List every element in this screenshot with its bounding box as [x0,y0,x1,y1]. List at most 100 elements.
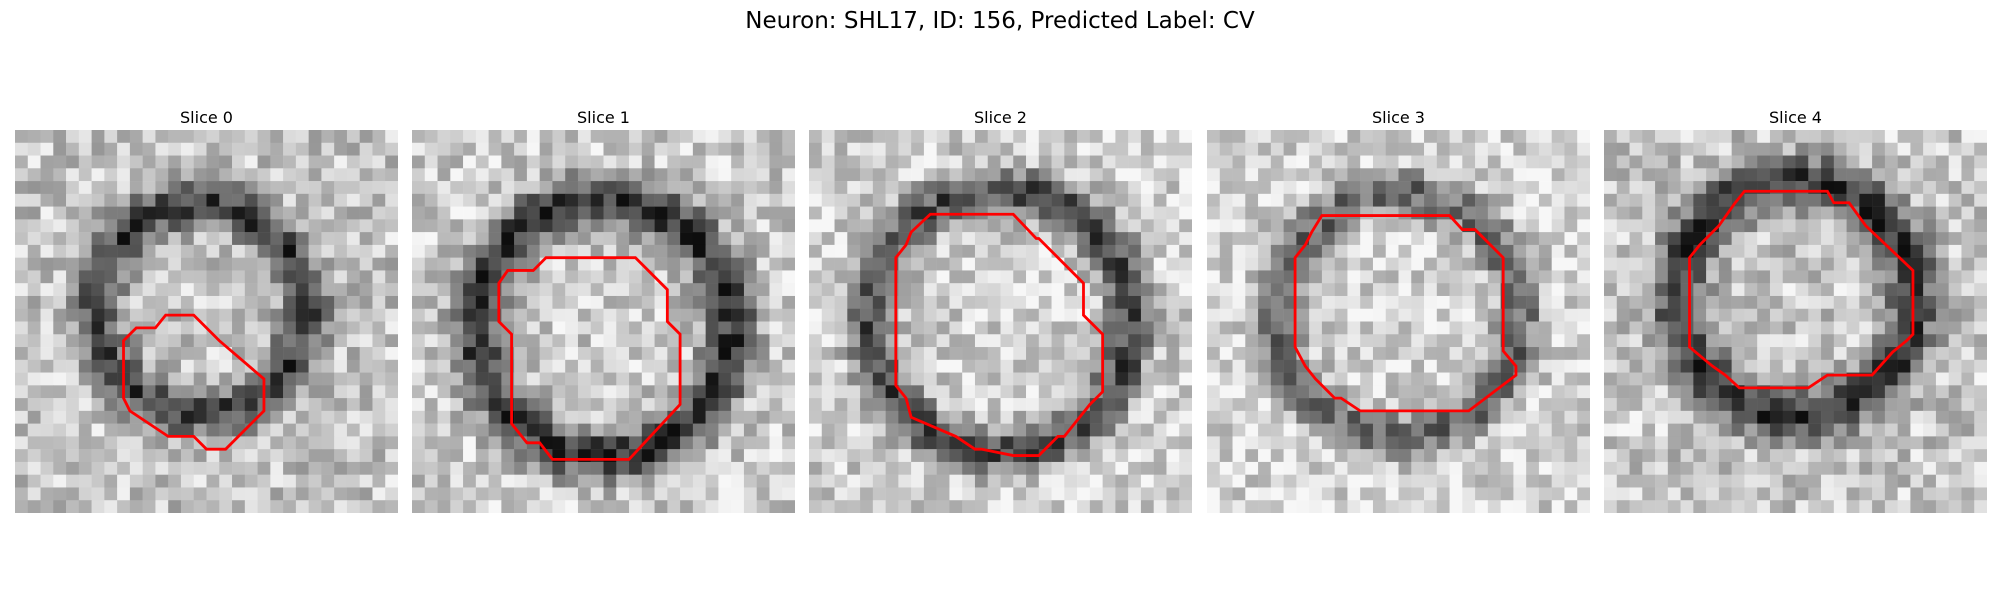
image-pixel [475,474,489,488]
image-pixel [1859,295,1873,309]
image-pixel [821,398,835,412]
image-pixel [1718,295,1732,309]
image-pixel [756,500,770,513]
image-pixel [1038,283,1052,297]
image-pixel [450,206,464,220]
image-pixel [1782,487,1796,501]
image-pixel [1872,449,1886,463]
image-pixel [1551,334,1565,348]
image-pixel [15,206,29,220]
image-pixel [1051,461,1065,475]
image-pixel [641,474,655,488]
image-pixel [15,244,29,258]
image-pixel [232,295,246,309]
image-pixel [129,257,143,271]
image-pixel [488,181,502,195]
image-pixel [1475,308,1489,322]
image-pixel [450,181,464,195]
image-pixel [219,359,233,373]
image-pixel [1411,461,1425,475]
image-pixel [974,500,988,513]
image-pixel [923,436,937,450]
image-pixel [1411,270,1425,284]
image-pixel [412,436,426,450]
image-pixel [104,181,118,195]
image-pixel [1232,232,1246,246]
image-pixel [1475,206,1489,220]
image-pixel [437,257,451,271]
image-pixel [1731,270,1745,284]
image-pixel [577,321,591,335]
image-pixel [1974,334,1987,348]
image-pixel [53,334,67,348]
image-pixel [911,155,925,169]
image-pixel [424,461,438,475]
image-pixel [616,142,630,156]
image-pixel [1782,206,1796,220]
image-pixel [718,474,732,488]
image-pixel [1718,398,1732,412]
image-pixel [91,193,105,207]
image-pixel [974,461,988,475]
image-pixel [450,449,464,463]
image-pixel [180,372,194,386]
image-pixel [1872,219,1886,233]
image-pixel [654,142,668,156]
image-pixel [27,436,41,450]
image-pixel [629,334,643,348]
image-pixel [1436,436,1450,450]
image-pixel [743,219,757,233]
image-pixel [1757,130,1771,144]
image-pixel [1051,487,1065,501]
image-pixel [283,334,297,348]
image-pixel [66,372,80,386]
image-pixel [1629,449,1643,463]
image-pixel [1795,398,1809,412]
image-pixel [1808,359,1822,373]
image-pixel [412,449,426,463]
image-pixel [1283,232,1297,246]
image-pixel [78,181,92,195]
image-pixel [40,244,54,258]
image-pixel [321,193,335,207]
image-pixel [244,155,258,169]
image-pixel [1385,372,1399,386]
image-pixel [1655,334,1669,348]
image-pixel [1551,410,1565,424]
image-pixel [949,321,963,335]
image-pixel [1948,295,1962,309]
image-pixel [1974,308,1987,322]
image-pixel [1680,449,1694,463]
image-pixel [1219,219,1233,233]
image-pixel [1179,347,1192,361]
image-pixel [1270,436,1284,450]
image-pixel [1166,474,1180,488]
image-pixel [1961,436,1975,450]
image-pixel [1808,193,1822,207]
image-pixel [1128,500,1142,513]
image-pixel [1564,193,1578,207]
image-pixel [911,436,925,450]
image-pixel [590,347,604,361]
image-pixel [270,244,284,258]
image-pixel [104,193,118,207]
image-pixel [872,500,886,513]
image-pixel [1064,334,1078,348]
image-pixel [1436,270,1450,284]
image-pixel [1166,500,1180,513]
image-pixel [1462,385,1476,399]
image-pixel [898,142,912,156]
image-pixel [1219,270,1233,284]
image-pixel [1245,219,1259,233]
image-pixel [1538,487,1552,501]
image-pixel [1321,206,1335,220]
image-pixel [244,461,258,475]
image-pixel [898,359,912,373]
image-pixel [667,474,681,488]
image-pixel [1372,270,1386,284]
image-pixel [1706,487,1720,501]
image-pixel [692,474,706,488]
image-pixel [769,308,783,322]
image-pixel [834,321,848,335]
image-pixel [936,130,950,144]
